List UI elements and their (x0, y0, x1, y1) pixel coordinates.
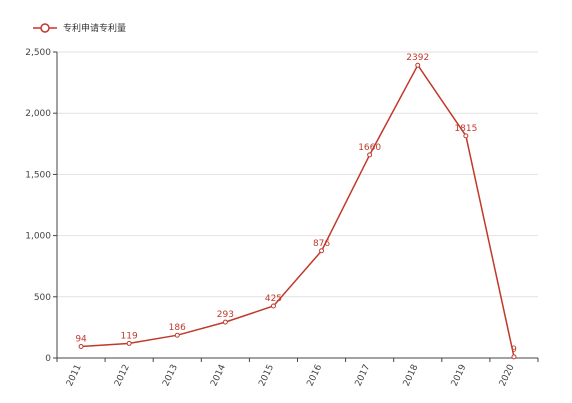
x-tick-label: 2020 (498, 363, 517, 388)
x-tick-label: 2011 (65, 363, 84, 388)
x-tick-label: 2018 (402, 363, 421, 388)
tick-labels: 0 500 1,000 1,500 2,000 2,500 2011 2012 2013 2014… (25, 48, 517, 388)
y-tick-label: 1,000 (25, 232, 51, 242)
x-tick-label: 2019 (450, 363, 469, 388)
y-tick-label: 0 (45, 354, 51, 364)
data-label: 293 (217, 310, 234, 320)
legend-circle-icon (40, 23, 50, 33)
data-point[interactable] (319, 248, 325, 254)
x-tick-label: 2016 (306, 363, 325, 388)
data-point[interactable] (415, 62, 421, 68)
data-point[interactable] (463, 133, 469, 139)
data-labels-group: 94 119 186 293 425 876 1660 2392 1815 9 (75, 53, 517, 355)
data-label: 186 (169, 323, 186, 333)
y-tick-label: 2,500 (25, 48, 51, 58)
y-tick-label: 1,500 (25, 170, 51, 180)
data-point[interactable] (78, 343, 84, 349)
axes (53, 51, 539, 362)
series-group (78, 62, 517, 360)
data-label: 1660 (358, 143, 381, 153)
data-point[interactable] (511, 354, 517, 360)
x-tick-label: 2017 (354, 363, 373, 388)
x-tick-label: 2014 (209, 363, 228, 388)
data-label: 425 (265, 294, 282, 304)
data-label: 94 (75, 334, 87, 344)
data-point[interactable] (174, 332, 180, 338)
data-point[interactable] (126, 340, 132, 346)
series-line (80, 63, 515, 358)
legend-label: 专利申请专利量 (63, 22, 126, 34)
data-label: 9 (511, 345, 517, 355)
data-point[interactable] (222, 319, 228, 325)
x-tick-label: 2013 (161, 363, 180, 388)
data-label: 2392 (406, 53, 429, 63)
grid-lines (57, 51, 538, 298)
y-tick-label: 500 (34, 293, 51, 303)
data-point[interactable] (367, 152, 373, 158)
y-tick-label: 2,000 (25, 109, 51, 119)
data-label: 1815 (454, 124, 477, 134)
x-tick-label: 2015 (257, 363, 276, 388)
data-label: 876 (313, 239, 330, 249)
legend[interactable]: 专利申请专利量 (33, 22, 126, 34)
data-point[interactable] (270, 303, 276, 309)
data-label: 119 (121, 331, 138, 341)
x-tick-label: 2012 (113, 363, 132, 388)
